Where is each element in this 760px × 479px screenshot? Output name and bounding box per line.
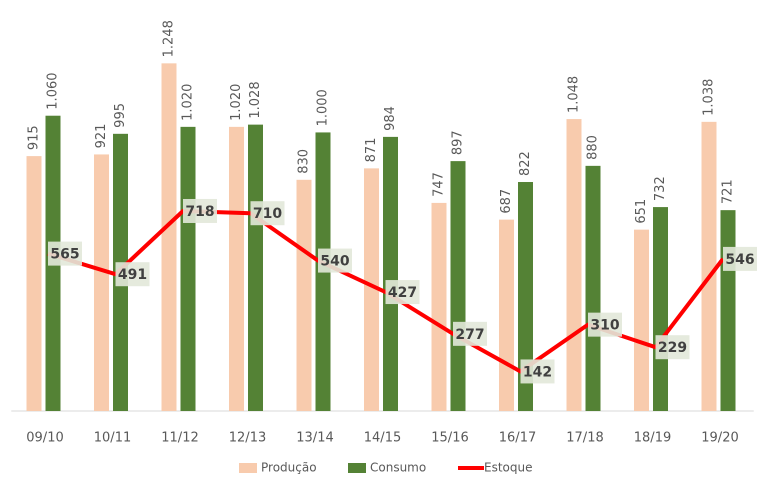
label-box (318, 248, 352, 273)
bar-value-label: 1.248 (162, 20, 177, 57)
bar-value-label: 1.048 (567, 76, 582, 113)
line-value-label: 710 (253, 206, 282, 222)
bar-value-label: 915 (27, 125, 42, 150)
label-box (453, 321, 487, 346)
x-tick-label: 16/17 (499, 431, 536, 446)
bar (701, 121, 717, 411)
bar (720, 210, 736, 411)
bar-value-label: 1.020 (229, 84, 244, 121)
bar-value-label: 747 (432, 172, 447, 197)
label-box (520, 359, 555, 384)
bar (94, 154, 109, 411)
line-value-label: 142 (523, 364, 552, 380)
line-value-label: 277 (455, 327, 484, 343)
x-tick-label: 17/18 (566, 431, 603, 446)
bar-value-label: 1.000 (316, 89, 331, 126)
bar (180, 126, 196, 411)
bar (364, 168, 379, 411)
x-tick-label: 12/13 (229, 431, 266, 446)
bar-value-label: 1.020 (181, 84, 196, 121)
bar-value-label: 830 (297, 149, 312, 174)
bar (634, 229, 649, 411)
label-box (723, 246, 757, 271)
line-value-label: 540 (320, 254, 349, 270)
bar-value-label: 721 (721, 179, 736, 204)
line-value-label: 546 (725, 252, 754, 268)
bar-value-label: 1.060 (46, 72, 61, 109)
bar (248, 124, 263, 411)
bar-value-label: 871 (364, 138, 379, 163)
legend-swatch (239, 463, 257, 473)
label-box (385, 280, 420, 305)
bar-value-label: 984 (383, 106, 398, 131)
bar (653, 207, 668, 411)
label-box (183, 198, 217, 223)
x-tick-label: 18/19 (634, 431, 671, 446)
bar-value-label: 687 (499, 189, 514, 214)
x-tick-label: 11/12 (161, 431, 198, 446)
label-box (48, 241, 82, 266)
x-tick-label: 15/16 (431, 431, 468, 446)
bar-value-label: 1.038 (702, 79, 717, 116)
bar (499, 219, 514, 411)
line-value-label: 565 (50, 247, 79, 263)
bar (518, 182, 533, 411)
label-box (250, 201, 285, 226)
bar-value-label: 897 (451, 130, 466, 155)
line-value-label: 310 (590, 318, 619, 334)
line-value-label: 427 (388, 285, 417, 301)
x-tick-label: 13/14 (296, 431, 333, 446)
x-tick-label: 10/11 (94, 431, 131, 446)
bar (450, 161, 466, 411)
bar-value-label: 995 (113, 103, 128, 128)
label-box (115, 262, 150, 287)
x-tick-label: 09/10 (26, 431, 63, 446)
label-box (588, 312, 622, 337)
bar (585, 165, 601, 411)
line-value-label: 229 (658, 340, 687, 356)
bar-value-label: 1.028 (248, 81, 263, 118)
legend-label: Estoque (484, 461, 533, 475)
bar (431, 202, 447, 411)
bar (296, 179, 312, 411)
bar (26, 156, 42, 411)
bar (161, 63, 177, 411)
bar (383, 136, 398, 411)
bar (229, 126, 244, 411)
bar-value-label: 921 (94, 124, 109, 149)
bar (566, 119, 582, 412)
bar-value-label: 651 (634, 199, 649, 224)
bar-value-label: 732 (653, 176, 668, 201)
line-value-label: 491 (118, 267, 147, 283)
bar-value-label: 822 (518, 151, 533, 176)
legend-label: Produção (261, 461, 317, 475)
x-tick-label: 19/20 (701, 431, 738, 446)
bar-value-label: 880 (586, 135, 601, 160)
legend-label: Consumo (370, 461, 426, 475)
legend-swatch (348, 463, 366, 473)
x-tick-label: 14/15 (364, 431, 401, 446)
line-value-label: 718 (185, 204, 214, 220)
label-box (655, 335, 690, 360)
